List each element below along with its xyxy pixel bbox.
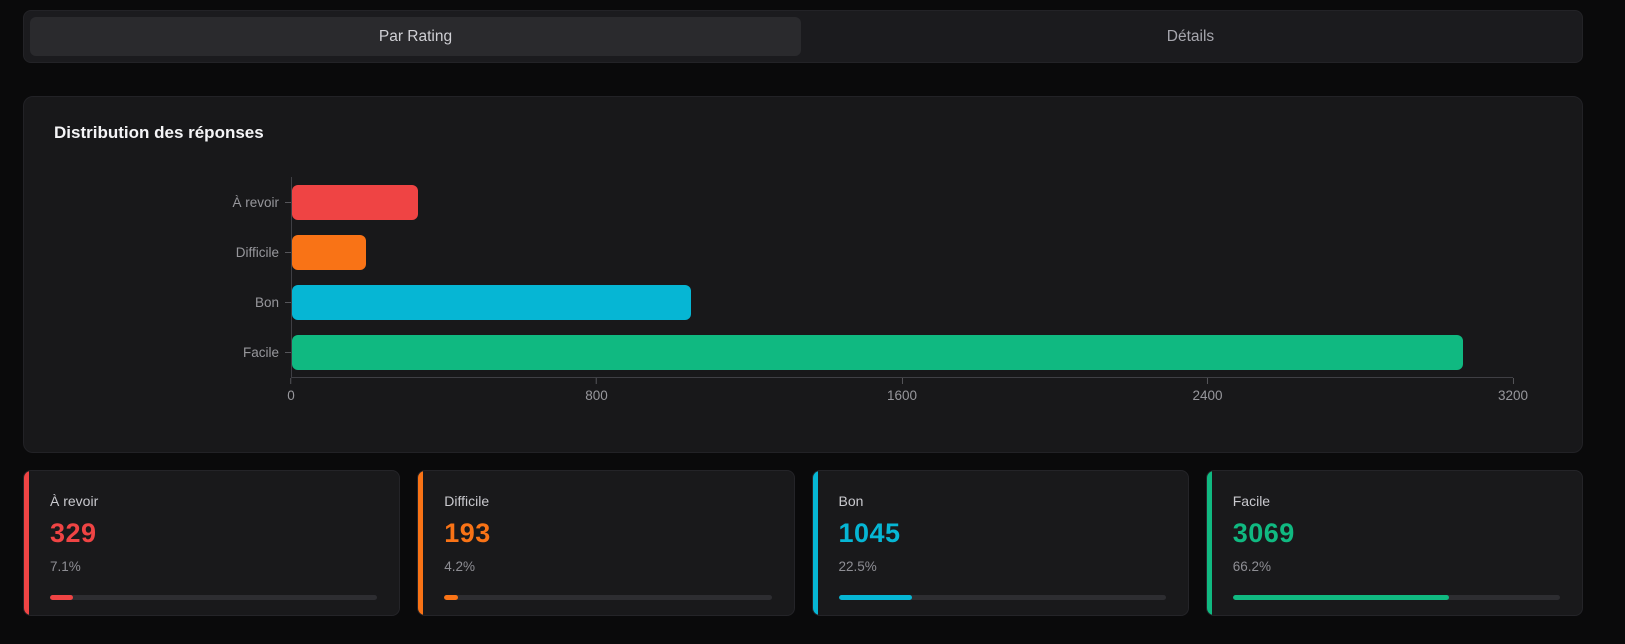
x-axis-tick-mark [1206,378,1208,384]
y-axis-tick [285,201,291,203]
x-axis-tick-mark [901,378,903,384]
stat-card-accent [418,471,424,615]
x-axis-tick-label: 3200 [1497,388,1529,403]
bar-category-label: Difficile [24,245,291,260]
bar-row: À revoir [24,177,1513,227]
chart-bar[interactable] [292,184,418,220]
bar-category-text: Facile [242,344,279,360]
bar-category-text: Difficile [235,244,279,260]
bar-track [291,327,1513,377]
stat-card-body: À revoir 329 7.1% [24,471,399,574]
stat-card-label: À revoir [50,493,99,509]
x-axis-tick-mark [596,378,597,384]
stat-card-progress-fill [838,595,913,600]
dashboard-page: Par Rating Détails Distribution des répo… [23,10,1583,616]
stat-cards-row: À revoir 329 7.1% Difficile 193 4.2% Bon 1045 22… [23,470,1583,616]
tab-par-rating[interactable]: Par Rating [30,17,801,56]
bar-category-text: Bon [254,294,279,310]
y-axis-tick [285,351,291,353]
x-axis-tick: 0 [287,378,295,403]
bar-category-label: Bon [24,295,291,310]
stat-card-progress-fill [50,595,74,600]
y-axis-tick [285,251,291,253]
x-axis-tick-label: 800 [585,388,608,403]
stat-card-percent: 7.1% [50,559,81,574]
x-axis-tick-mark [290,378,292,384]
bar-chart: À revoir Difficile Bon Facile 0 800 1600 2400 3… [24,177,1528,407]
x-axis-tick-mark [1512,378,1514,384]
stat-card-label: Facile [1232,493,1271,509]
distribution-chart-card: Distribution des réponses À revoir Diffic… [23,96,1583,453]
stat-card: Bon 1045 22.5% [811,470,1189,616]
bar-track [291,277,1513,327]
stat-card-value: 3069 [1232,518,1295,548]
stat-card-accent [24,471,29,615]
stat-card: À revoir 329 7.1% [23,470,401,616]
tab-par-rating-label: Par Rating [378,27,453,45]
stat-card-label: Bon [838,493,864,509]
stat-card-progress-track [1232,595,1560,600]
bar-category-text: À revoir [232,194,279,210]
tab-details[interactable]: Détails [805,17,1576,56]
chart-bar[interactable] [292,284,691,320]
stat-card-progress-track [838,595,1166,600]
chart-title: Distribution des réponses [54,123,264,142]
x-axis-tick-label: 0 [287,388,295,403]
bar-category-label: Facile [24,345,291,360]
stat-card-body: Bon 1045 22.5% [813,471,1188,574]
chart-bar[interactable] [292,234,366,270]
stat-card-body: Facile 3069 66.2% [1207,471,1582,574]
stat-card: Facile 3069 66.2% [1205,470,1583,616]
x-axis-tick-label: 2400 [1192,388,1223,403]
bar-row: Bon [24,277,1513,327]
x-axis-tick: 800 [585,378,608,403]
bar-row: Facile [24,327,1513,377]
stat-card-progress-track [444,595,772,600]
stat-card-percent: 4.2% [444,559,476,574]
stat-card-progress-fill [444,595,458,600]
x-axis-tick: 2400 [1192,378,1223,403]
tab-details-label: Détails [1166,27,1215,45]
stat-card-value: 329 [50,518,97,548]
stat-card-accent [1206,471,1212,615]
stat-card-progress-track [50,595,378,600]
chart-bar[interactable] [292,334,1463,370]
bar-row: Difficile [24,227,1513,277]
bar-track [291,177,1513,227]
bar-track [291,227,1513,277]
x-axis-tick: 1600 [887,378,917,403]
x-axis-tick: 3200 [1498,378,1528,403]
x-axis-tick-label: 1600 [886,388,918,403]
y-axis-tick [285,301,291,303]
stat-card-accent [812,471,818,615]
x-axis: 0 800 1600 2400 3200 [287,377,1528,407]
bar-category-label: À revoir [24,195,291,210]
stat-card-percent: 22.5% [838,559,877,574]
stat-card-body: Difficile 193 4.2% [418,471,793,574]
bar-rows: À revoir Difficile Bon Facile [24,177,1513,377]
stat-card-percent: 66.2% [1232,559,1272,574]
stat-card-label: Difficile [444,493,490,509]
tab-bar: Par Rating Détails [23,10,1583,63]
stat-card-progress-fill [1232,595,1450,600]
stat-card: Difficile 193 4.2% [417,470,795,616]
stat-card-value: 1045 [838,518,901,548]
stat-card-value: 193 [444,518,491,548]
